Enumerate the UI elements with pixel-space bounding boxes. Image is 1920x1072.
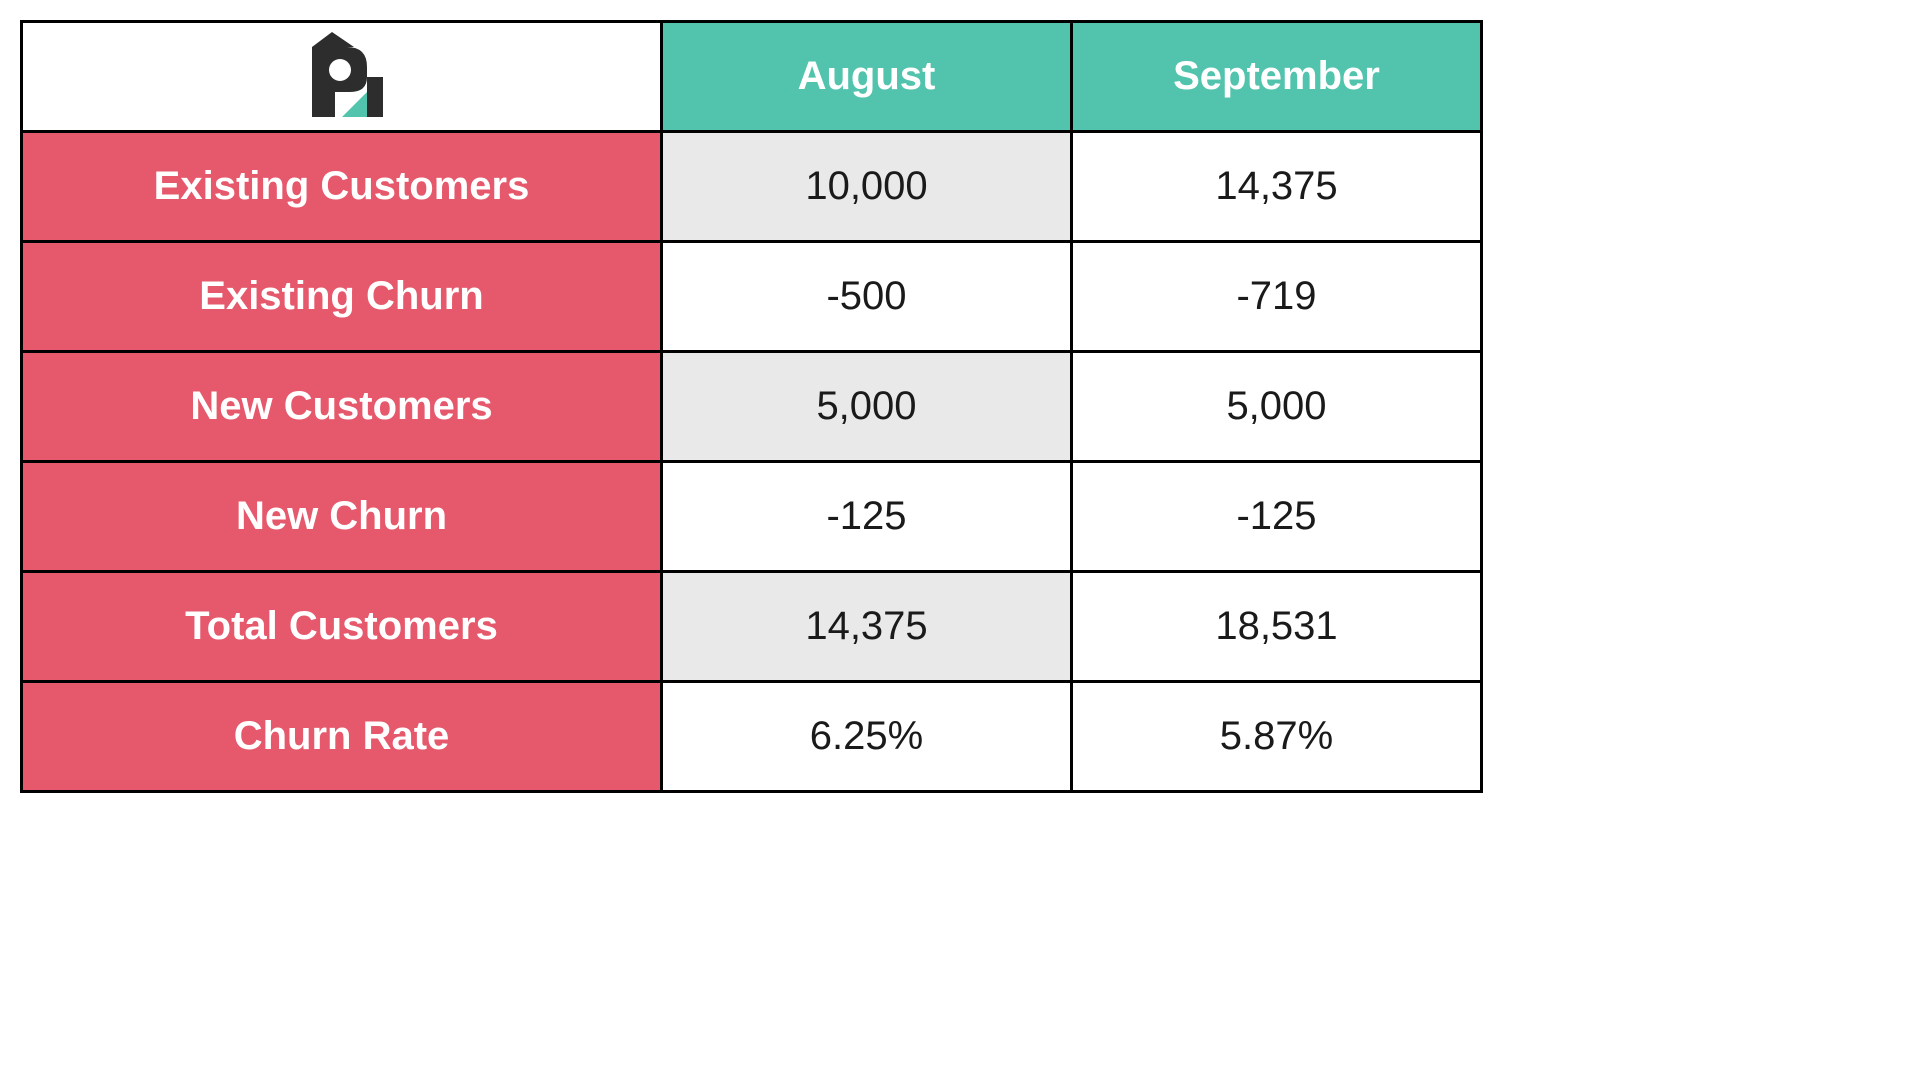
brand-logo-icon [272,32,412,122]
table-row: New Churn -125 -125 [22,462,1482,572]
data-cell: 5,000 [662,352,1072,462]
data-cell: 10,000 [662,132,1072,242]
table-row: Total Customers 14,375 18,531 [22,572,1482,682]
row-label-existing-churn: Existing Churn [22,242,662,352]
table-row: Existing Churn -500 -719 [22,242,1482,352]
row-label-new-customers: New Customers [22,352,662,462]
month-header-august: August [662,22,1072,132]
row-label-new-churn: New Churn [22,462,662,572]
churn-table-wrapper: August September Existing Customers 10,0… [20,20,1480,793]
data-cell: -125 [1072,462,1482,572]
row-label-total-customers: Total Customers [22,572,662,682]
table-row: Churn Rate 6.25% 5.87% [22,682,1482,792]
data-cell: 5.87% [1072,682,1482,792]
logo-cell [22,22,662,132]
churn-table: August September Existing Customers 10,0… [20,20,1483,793]
data-cell: 14,375 [1072,132,1482,242]
table-row: Existing Customers 10,000 14,375 [22,132,1482,242]
row-label-existing-customers: Existing Customers [22,132,662,242]
header-row: August September [22,22,1482,132]
data-cell: -500 [662,242,1072,352]
data-cell: -125 [662,462,1072,572]
data-cell: 14,375 [662,572,1072,682]
row-label-churn-rate: Churn Rate [22,682,662,792]
table-row: New Customers 5,000 5,000 [22,352,1482,462]
data-cell: -719 [1072,242,1482,352]
data-cell: 5,000 [1072,352,1482,462]
month-header-september: September [1072,22,1482,132]
data-cell: 6.25% [662,682,1072,792]
data-cell: 18,531 [1072,572,1482,682]
